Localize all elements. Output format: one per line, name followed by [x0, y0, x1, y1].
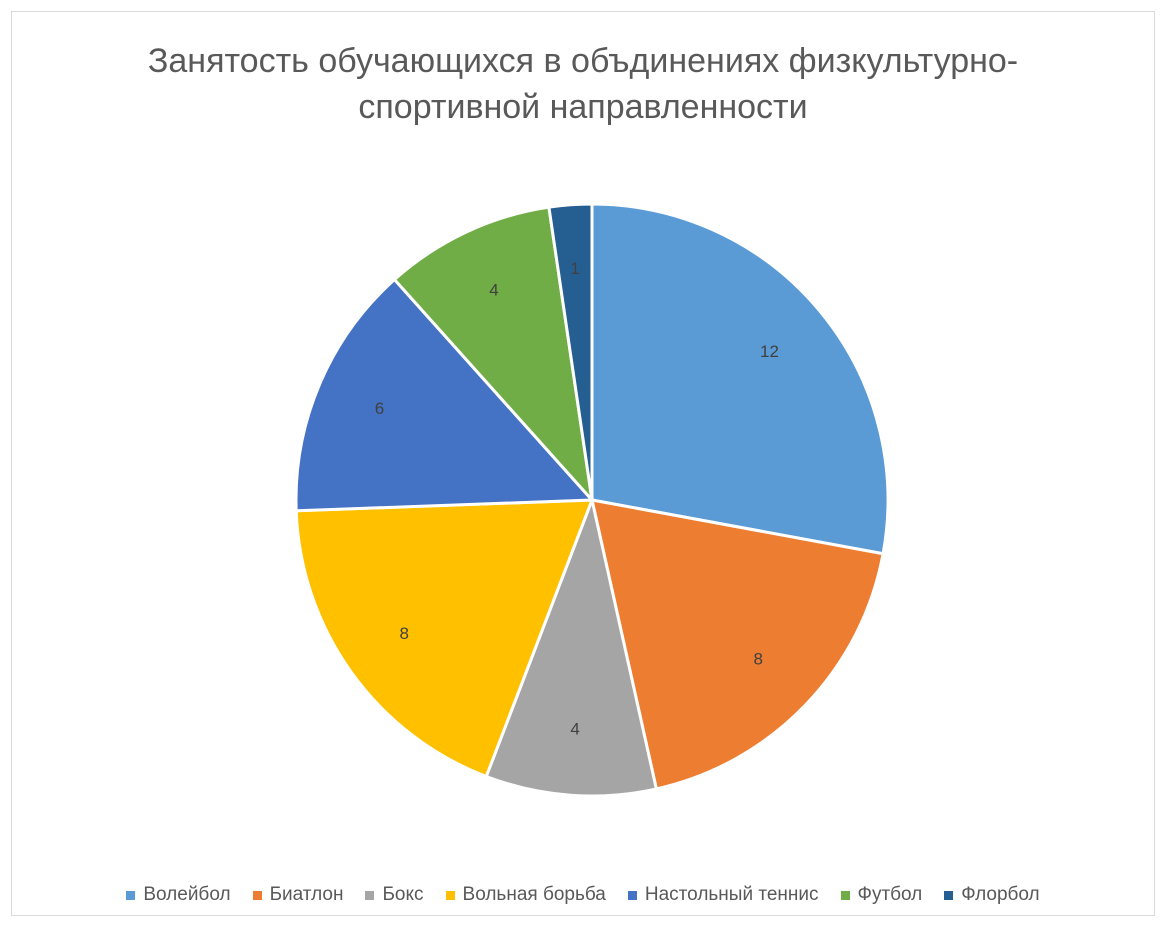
legend-label-1: Волейбол — [143, 884, 231, 905]
legend-item-1: Волейбол — [126, 884, 231, 906]
pie-slice-1 — [590, 202, 890, 556]
pie-slice-7 — [547, 202, 594, 501]
legend-item-4: Вольная борьба — [445, 884, 606, 906]
pie-slice-3 — [484, 494, 659, 798]
pie-slice-4 — [294, 498, 595, 779]
data-label-4: 8 — [399, 624, 408, 643]
pie-slice-5 — [294, 277, 596, 513]
legend-swatch-2 — [252, 890, 262, 900]
legend-swatch-6 — [840, 890, 850, 900]
data-label-7: 1 — [570, 259, 579, 278]
legend-swatch-3 — [365, 890, 375, 900]
legend-swatch-4 — [445, 890, 455, 900]
legend-item-3: Бокс — [365, 884, 424, 906]
legend-swatch-7 — [944, 890, 954, 900]
data-label-3: 4 — [570, 720, 579, 739]
pie-slice-6 — [392, 205, 595, 505]
legend-swatch-5 — [627, 890, 637, 900]
chart-title: Занятость обучающихся в объдинениях физк… — [147, 42, 1019, 126]
chart-legend: Волейбол Биатлон Бокс Вольная борьба Настоль… — [0, 884, 1166, 906]
legend-label-3: Бокс — [382, 884, 424, 905]
data-label-2: 8 — [753, 650, 762, 669]
legend-label-5: Настольный теннис — [644, 884, 819, 905]
data-label-6: 4 — [489, 280, 498, 299]
legend-item-5: Настольный теннис — [627, 884, 819, 906]
legend-item-2: Биатлон — [252, 884, 344, 906]
legend-item-7: Флорбол — [944, 884, 1040, 906]
legend-item-6: Футбол — [840, 884, 923, 906]
data-label-1: 12 — [760, 342, 779, 361]
legend-label-2: Биатлон — [269, 884, 344, 905]
pie-slice-2 — [590, 498, 885, 791]
data-label-5: 6 — [375, 399, 384, 418]
legend-label-7: Флорбол — [961, 884, 1040, 905]
legend-label-6: Футбол — [857, 884, 923, 905]
legend-label-4: Вольная борьба — [462, 884, 606, 905]
legend-swatch-1 — [126, 890, 136, 900]
